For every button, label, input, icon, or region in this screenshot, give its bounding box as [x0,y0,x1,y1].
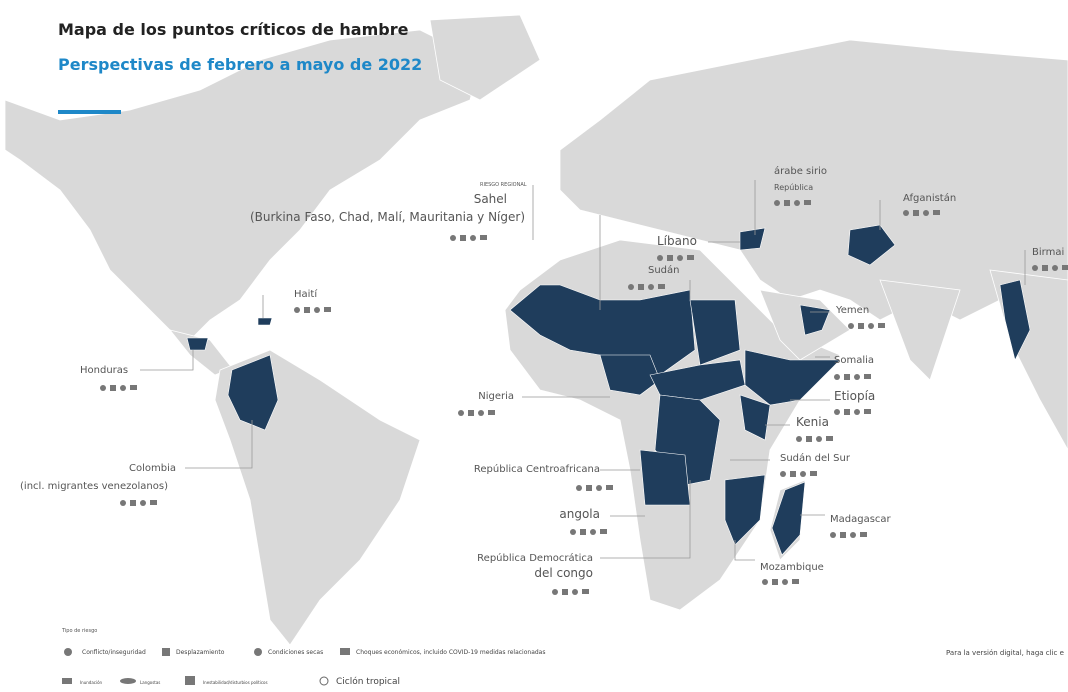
legend-icon [120,678,136,684]
hotspot-label: árabe sirio [774,165,827,177]
hotspot-note: del congo [534,566,593,580]
hotspot-label: Birmai [1032,247,1064,258]
accent-bar [58,110,121,114]
hotspot-label: Somalia [834,355,874,366]
risk-icons [294,307,331,313]
hotspot-label: Nigeria [478,391,514,402]
legend-item: Ciclón tropical [336,676,400,687]
regional-name: Sahel [474,192,507,206]
risk-icons [830,532,867,538]
title: Mapa de los puntos críticos de hambre [58,20,409,39]
risk-icons [458,410,495,416]
risk-icons [796,436,833,442]
hotspot-label: Colombia [129,463,176,474]
legend-icon [319,676,329,686]
legend-icon [340,648,350,655]
risk-icons [848,323,885,329]
risk-icons [570,529,607,535]
risk-icons [100,385,137,391]
hotspot-label: Sudán [648,264,680,276]
hotspot-label: angola [559,507,600,521]
hotspot-label: Madagascar [830,514,892,525]
legend-icon [254,648,262,656]
risk-icons [120,500,157,506]
hotspot-label: Haití [294,288,318,300]
risk-icons [834,409,871,415]
risk-icons [552,589,589,595]
legend-item: Desplazamiento [176,649,225,656]
legend-item: Condiciones secas [268,649,323,656]
legend-title: Tipo de riesgo [61,628,97,634]
hotspot-label: Líbano [657,234,697,248]
legend-item: Choques económicos, incluido COVID-19 me… [356,649,545,656]
footer-note: Para la versión digital, haga clic e [946,649,1064,657]
hotspot-label: Etiopía [834,389,875,403]
legend-icon [162,648,170,656]
hotspot-areas [186,224,1031,556]
hotspot-label: Yemen [835,305,869,316]
legend-item: Inestabilidad/disturbios políticos [203,680,268,685]
hotspot-label: Honduras [80,365,128,376]
hotspot-label: Kenia [796,415,829,429]
hotspot-label: República Centroafricana [474,463,600,475]
hotspot-note: (incl. migrantes venezolanos) [20,481,168,492]
regional-tag: RIESGO REGIONAL [480,182,527,188]
risk-icons [834,374,871,380]
legend: Tipo de riesgo Conflicto/inseguridad Des… [61,628,545,687]
legend-item: Langostas [140,680,160,685]
hotspot-label: Sudán del Sur [780,452,851,464]
leader-lines [140,180,1026,561]
hotspot-labels: Haití Honduras Colombia (incl. migrantes… [20,165,1068,595]
subtitle: Perspectivas de febrero a mayo de 2022 [58,55,422,74]
hotspot-label: Mozambique [760,562,824,573]
regional-countries: (Burkina Faso, Chad, Malí, Mauritania y … [250,210,525,224]
hotspot-label: Afganistán [903,192,956,204]
legend-item: Conflicto/inseguridad [82,649,146,656]
hotspot-note: República [774,183,813,192]
risk-icons [780,471,817,477]
risk-icons [450,235,487,241]
legend-icon [64,648,72,656]
legend-item: Inundación [80,680,103,685]
risk-icons [576,485,613,491]
hotspot-label: República Democrática [477,552,593,564]
legend-icon [185,676,195,685]
risk-icons [762,579,799,585]
legend-icon [62,678,72,684]
